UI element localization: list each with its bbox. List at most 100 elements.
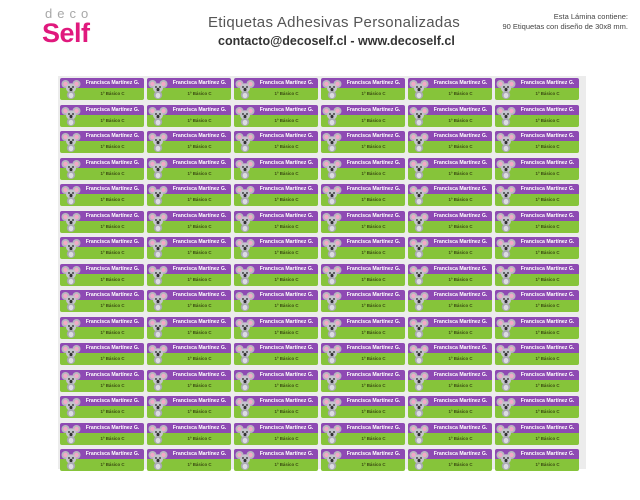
label-student-name: Francisca Martínez G. <box>346 133 401 139</box>
label-student-name: Francisca Martínez G. <box>520 451 575 457</box>
name-label: Francisca Martínez G. 1º Básico C <box>321 449 405 471</box>
label-student-name: Francisca Martínez G. <box>346 371 401 378</box>
label-grade: 1º Básico C <box>187 117 212 123</box>
label-student-name: Francisca Martínez G. <box>346 159 401 166</box>
koala-icon <box>61 265 81 285</box>
label-grade: 1º Básico C <box>100 329 125 335</box>
name-label: Francisca Martínez G. 1º Básico C <box>495 210 579 233</box>
name-label: Francisca Martínez G. 1º Básico C <box>495 78 579 100</box>
label-grade: 1º Básico C <box>361 170 386 176</box>
label-grade: 1º Básico C <box>274 197 299 202</box>
label-student-name: Francisca Martínez G. <box>85 398 140 404</box>
label-student-name: Francisca Martínez G. <box>346 186 401 192</box>
label-grade: 1º Básico C <box>100 170 125 176</box>
label-grade: 1º Básico C <box>187 170 212 176</box>
koala-icon <box>61 291 81 311</box>
label-student-name: Francisca Martínez G. <box>259 106 314 113</box>
name-label: Francisca Martínez G. 1º Básico C <box>495 237 579 259</box>
koala-icon <box>148 371 168 391</box>
name-label: Francisca Martínez G. 1º Básico C <box>234 263 318 286</box>
label-student-name: Francisca Martínez G. <box>259 212 314 219</box>
page-title: Etiquetas Adhesivas Personalizadas <box>208 14 461 31</box>
label-grade: 1º Básico C <box>448 144 473 149</box>
label-student-name: Francisca Martínez G. <box>520 398 575 404</box>
name-label: Francisca Martínez G. 1º Básico C <box>234 369 318 392</box>
label-student-name: Francisca Martínez G. <box>85 318 140 325</box>
label-grade: 1º Básico C <box>535 409 560 414</box>
label-student-name: Francisca Martínez G. <box>172 239 227 245</box>
name-label: Francisca Martínez G. 1º Básico C <box>60 316 144 339</box>
name-label: Francisca Martínez G. 1º Básico C <box>321 157 405 180</box>
label-grade: 1º Básico C <box>535 382 560 388</box>
koala-icon <box>496 291 516 311</box>
name-label: Francisca Martínez G. 1º Básico C <box>234 343 318 365</box>
label-student-name: Francisca Martínez G. <box>433 371 488 378</box>
label-grade: 1º Básico C <box>100 382 125 388</box>
label-grade: 1º Básico C <box>535 462 560 467</box>
label-grade: 1º Básico C <box>448 223 473 229</box>
name-label: Francisca Martínez G. 1º Básico C <box>408 104 492 127</box>
koala-icon <box>61 79 81 99</box>
koala-icon <box>61 159 81 179</box>
name-label: Francisca Martínez G. 1º Básico C <box>60 157 144 180</box>
name-label: Francisca Martínez G. 1º Básico C <box>408 78 492 100</box>
label-grade: 1º Básico C <box>274 462 299 467</box>
label-grade: 1º Básico C <box>448 409 473 414</box>
label-student-name: Francisca Martínez G. <box>172 345 227 351</box>
label-grade: 1º Básico C <box>448 356 473 361</box>
label-grade: 1º Básico C <box>535 197 560 202</box>
koala-icon <box>148 238 168 258</box>
label-grade: 1º Básico C <box>100 276 125 282</box>
label-grade: 1º Básico C <box>274 91 299 96</box>
label-student-name: Francisca Martínez G. <box>85 424 140 431</box>
label-student-name: Francisca Martínez G. <box>433 318 488 325</box>
label-grade: 1º Básico C <box>274 170 299 176</box>
label-grade: 1º Básico C <box>448 382 473 388</box>
koala-icon <box>148 132 168 152</box>
name-label: Francisca Martínez G. 1º Básico C <box>234 157 318 180</box>
koala-icon <box>235 238 255 258</box>
koala-icon <box>409 450 429 470</box>
name-label: Francisca Martínez G. 1º Básico C <box>234 237 318 259</box>
koala-icon <box>235 265 255 285</box>
name-label: Francisca Martínez G. 1º Básico C <box>234 290 318 312</box>
name-label: Francisca Martínez G. 1º Básico C <box>60 263 144 286</box>
label-grade: 1º Básico C <box>187 223 212 229</box>
koala-icon <box>496 212 516 232</box>
name-label: Francisca Martínez G. 1º Básico C <box>408 369 492 392</box>
name-label: Francisca Martínez G. 1º Básico C <box>495 422 579 445</box>
name-label: Francisca Martínez G. 1º Básico C <box>495 184 579 206</box>
name-label: Francisca Martínez G. 1º Básico C <box>321 343 405 365</box>
koala-icon <box>61 238 81 258</box>
koala-icon <box>235 344 255 364</box>
label-grade: 1º Básico C <box>448 197 473 202</box>
name-label: Francisca Martínez G. 1º Básico C <box>234 104 318 127</box>
koala-icon <box>235 450 255 470</box>
label-student-name: Francisca Martínez G. <box>433 239 488 245</box>
decoself-logo: deco Self <box>42 6 112 48</box>
label-grade: 1º Básico C <box>361 303 386 308</box>
name-label: Francisca Martínez G. 1º Básico C <box>495 290 579 312</box>
name-label: Francisca Martínez G. 1º Básico C <box>147 104 231 127</box>
koala-icon <box>61 397 81 417</box>
label-grade: 1º Básico C <box>535 356 560 361</box>
label-student-name: Francisca Martínez G. <box>520 292 575 298</box>
label-grade: 1º Básico C <box>274 435 299 441</box>
label-student-name: Francisca Martínez G. <box>346 292 401 298</box>
koala-icon <box>409 397 429 417</box>
label-student-name: Francisca Martínez G. <box>85 265 140 272</box>
label-student-name: Francisca Martínez G. <box>520 345 575 351</box>
label-grade: 1º Básico C <box>100 223 125 229</box>
label-grade: 1º Básico C <box>535 170 560 176</box>
name-label: Francisca Martínez G. 1º Básico C <box>60 131 144 153</box>
name-label: Francisca Martínez G. 1º Básico C <box>495 316 579 339</box>
koala-icon <box>148 318 168 338</box>
name-label: Francisca Martínez G. 1º Básico C <box>495 396 579 418</box>
label-grade: 1º Básico C <box>274 276 299 282</box>
label-student-name: Francisca Martínez G. <box>520 318 575 325</box>
name-label: Francisca Martínez G. 1º Básico C <box>495 369 579 392</box>
label-grade: 1º Básico C <box>535 223 560 229</box>
label-grade: 1º Básico C <box>448 462 473 467</box>
koala-icon <box>61 344 81 364</box>
name-label: Francisca Martínez G. 1º Básico C <box>321 237 405 259</box>
